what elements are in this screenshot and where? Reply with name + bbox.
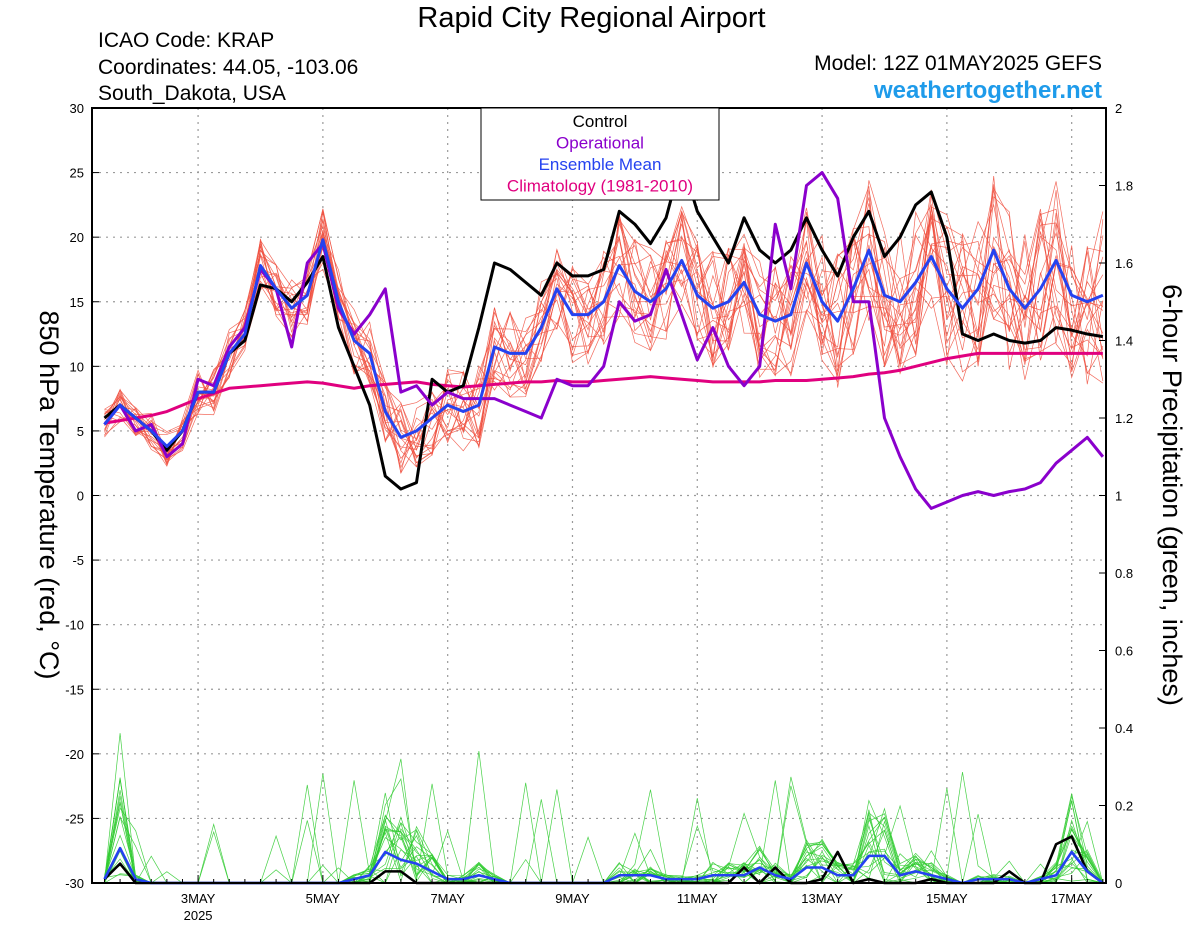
ensemble-member-precipitation — [104, 778, 1103, 884]
y2-tick-label: 0.6 — [1115, 644, 1133, 659]
series-line-ensemble-mean — [103, 238, 1104, 448]
y-tick-label: -20 — [65, 747, 84, 762]
coordinates: Coordinates: 44.05, -103.06 — [98, 56, 359, 79]
legend-entry: Control — [573, 112, 628, 131]
x-tick-label: 3MAY — [181, 891, 216, 906]
y-tick-label: -5 — [72, 553, 84, 568]
legend-entry: Climatology (1981-2010) — [507, 177, 693, 196]
legend: Control Operational Ensemble Mean Climatolo… — [480, 107, 720, 201]
series-line-precip-control — [103, 835, 1104, 885]
x-tick-label: 17MAY — [1051, 891, 1093, 906]
ensemble-member-precipitation — [104, 801, 1104, 884]
y2-tick-label: 0.4 — [1115, 721, 1133, 736]
y-tick-label: 10 — [70, 359, 84, 374]
ensemble-member-precipitation — [104, 758, 1104, 885]
y-tick-label: 25 — [70, 166, 84, 181]
y2-tick-label: 1 — [1115, 489, 1122, 504]
y2-tick-label: 0.8 — [1115, 566, 1133, 581]
ensemble-member-temperature — [104, 181, 1104, 461]
legend-entry: Ensemble Mean — [539, 155, 662, 174]
y-tick-label: -15 — [65, 682, 84, 697]
icao-code: ICAO Code: KRAP — [98, 29, 275, 52]
y-tick-label: -25 — [65, 811, 84, 826]
x-tick-label: 5MAY — [306, 891, 341, 906]
y2-tick-label: 1.4 — [1115, 334, 1133, 349]
ensemble-member-precipitation — [104, 733, 1103, 884]
ensemble-member-precipitation — [104, 779, 1104, 884]
series-line-control — [103, 158, 1104, 491]
y2-tick-label: 0.2 — [1115, 799, 1133, 814]
ensemble-member-precipitation — [104, 829, 1103, 884]
series-lines — [103, 158, 1105, 885]
grid — [92, 108, 1106, 883]
ensemble-member-precipitation — [104, 778, 1104, 884]
ensemble-member-precipitation — [104, 804, 1104, 884]
y2-tick-label: 1.6 — [1115, 256, 1133, 271]
region: South_Dakota, USA — [98, 82, 286, 105]
y2-tick-label: 2 — [1115, 101, 1122, 116]
y-tick-label: 15 — [70, 295, 84, 310]
model-run: Model: 12Z 01MAY2025 GEFS — [814, 52, 1102, 75]
y-tick-label: -10 — [65, 618, 84, 633]
x-tick-label: 9MAY — [555, 891, 590, 906]
y-tick-label: -30 — [65, 876, 84, 891]
ensemble-member-precipitation — [104, 780, 1103, 884]
y-tick-label: 5 — [77, 424, 84, 439]
y2-axis-title: 6-hour Precipitation (green, inches) — [1157, 284, 1187, 706]
x-tick-label: 11MAY — [677, 891, 718, 906]
legend-box — [480, 107, 720, 201]
website-label: weathertogether.net — [873, 77, 1102, 104]
ensemble-member-temperature — [104, 190, 1104, 474]
ensemble-member-precipitation — [104, 751, 1104, 884]
y2-tick-label: 0 — [1115, 876, 1122, 891]
x-tick-label: 13MAY — [801, 891, 843, 906]
ensemble-member-temperature — [104, 218, 1104, 457]
y2-tick-label: 1.8 — [1115, 179, 1133, 194]
y-axis-title: 850 hPa Temperature (red, °C) — [34, 311, 64, 680]
ensemble-member-precipitation — [104, 773, 1104, 884]
axes: 302520151050-5-10-15-20-25-3021.81.61.41… — [34, 101, 1187, 923]
x-tick-label: 7MAY — [430, 891, 465, 906]
legend-entry: Operational — [556, 134, 644, 153]
ensemble-member-precipitation — [104, 798, 1104, 884]
ensemble-member-temperature — [104, 184, 1104, 464]
series-line-climatology- — [104, 351, 1103, 425]
ensemble-member-precipitation — [104, 799, 1103, 884]
ensemble-member-temperature — [104, 180, 1104, 465]
y-tick-label: 0 — [77, 489, 84, 504]
page-title: Rapid City Regional Airport — [417, 2, 766, 34]
x-tick-label: 15MAY — [926, 891, 968, 906]
y2-tick-label: 1.2 — [1115, 411, 1133, 426]
x-year-label: 2025 — [184, 908, 213, 923]
y-tick-label: 30 — [70, 101, 84, 116]
y-tick-label: 20 — [70, 230, 84, 245]
